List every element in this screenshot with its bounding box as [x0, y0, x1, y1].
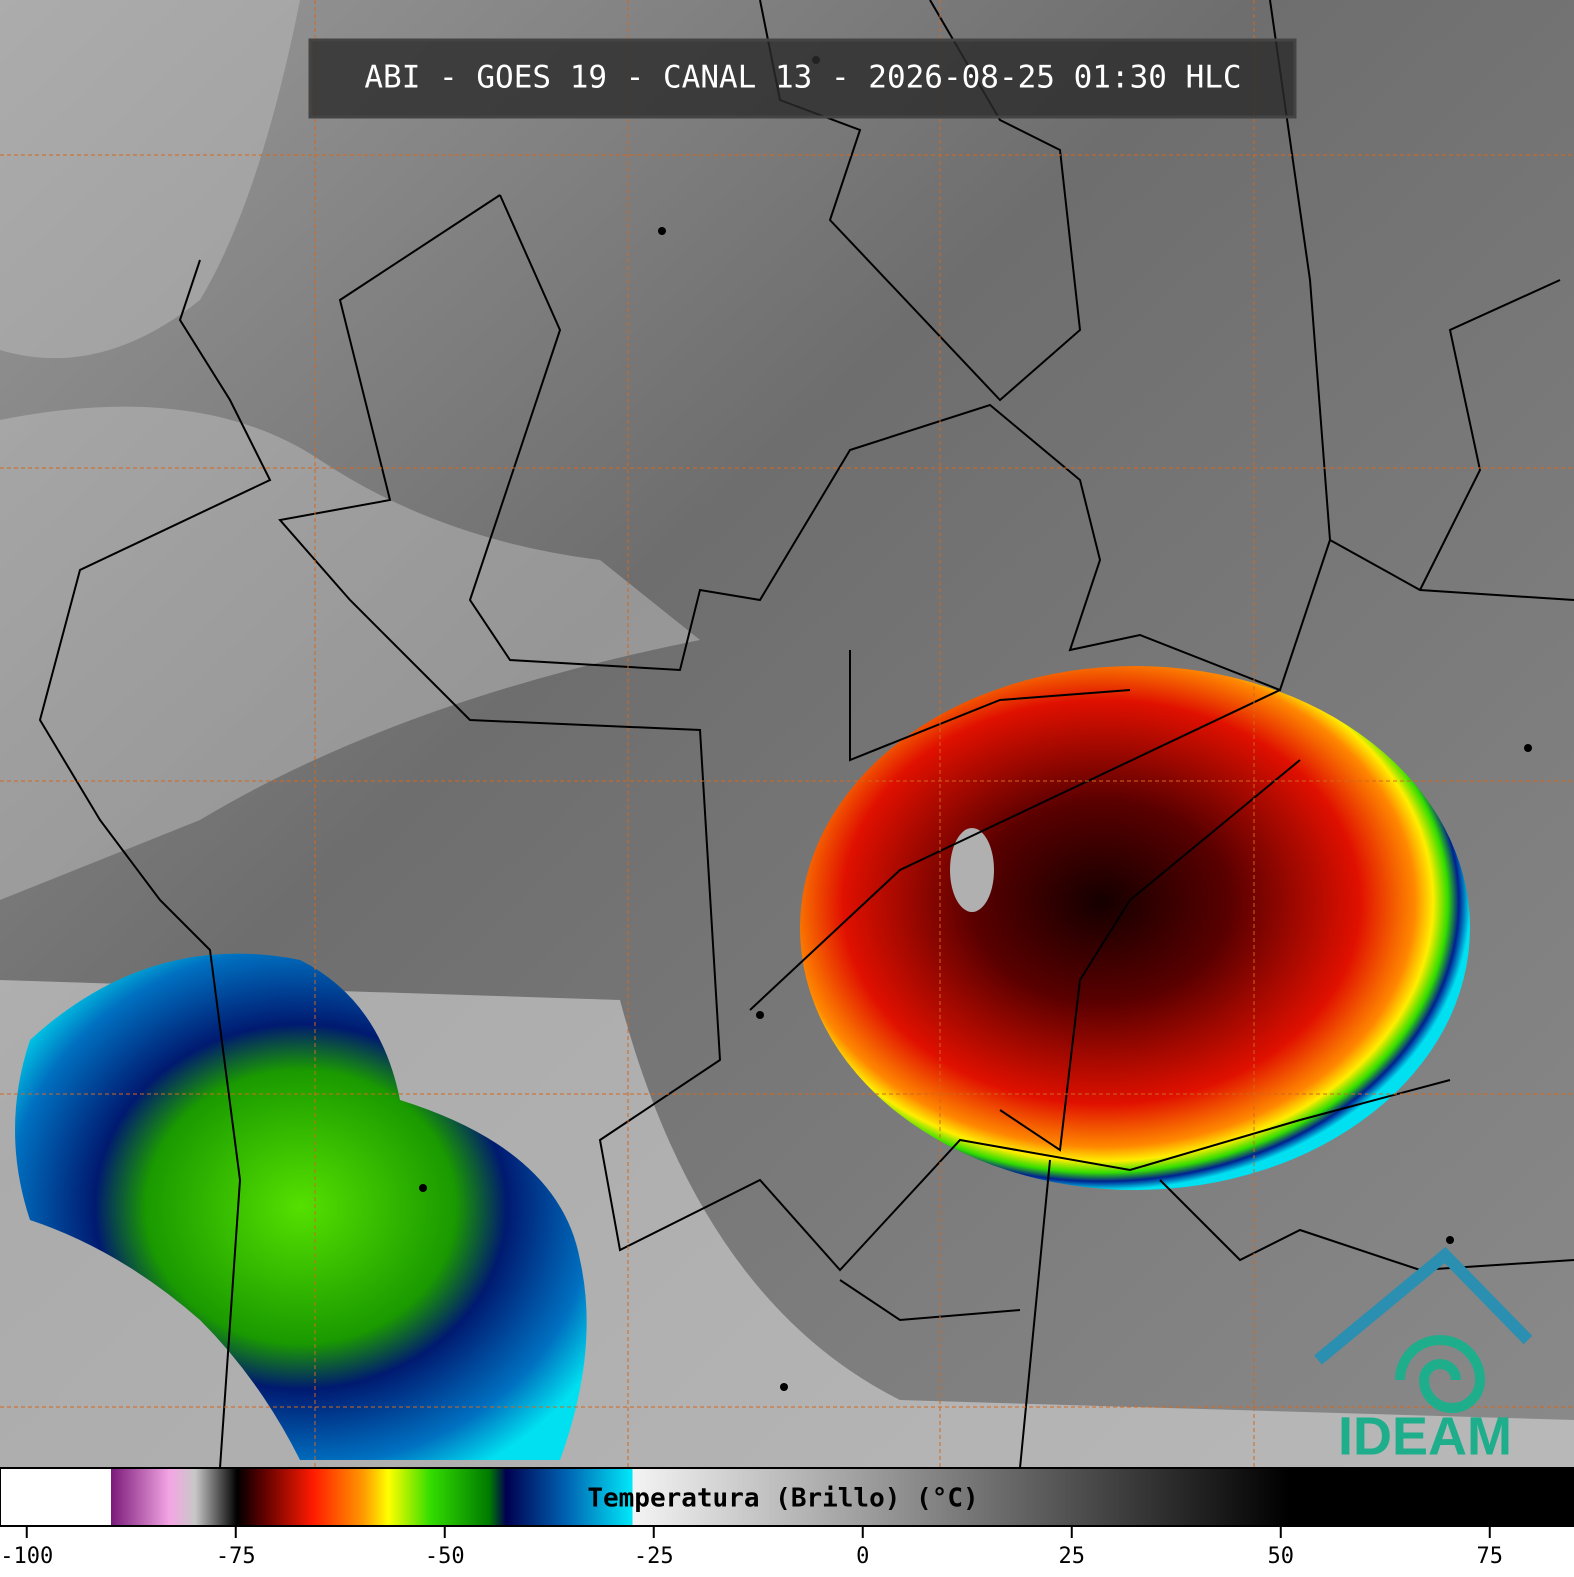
tick-label: -25 — [634, 1544, 674, 1569]
logo-text: IDEAM — [1338, 1406, 1512, 1466]
tick-label: 0 — [856, 1544, 869, 1569]
tick-label: -75 — [216, 1544, 256, 1569]
tick-label: 75 — [1477, 1544, 1504, 1569]
tick-label: -100 — [0, 1544, 53, 1569]
colorbar — [0, 1467, 1574, 1527]
tick-label: 50 — [1268, 1544, 1295, 1569]
tick-label: -50 — [425, 1544, 465, 1569]
logo: IDEAM — [1314, 1246, 1533, 1466]
map — [0, 0, 1574, 1469]
title: ABI - GOES 19 - CANAL 13 - 2026-08-25 01… — [364, 60, 1241, 96]
tick-label: 25 — [1059, 1544, 1086, 1569]
colorbar-label: Temperatura (Brillo) (°C) — [587, 1484, 978, 1514]
title-box — [308, 38, 1297, 119]
